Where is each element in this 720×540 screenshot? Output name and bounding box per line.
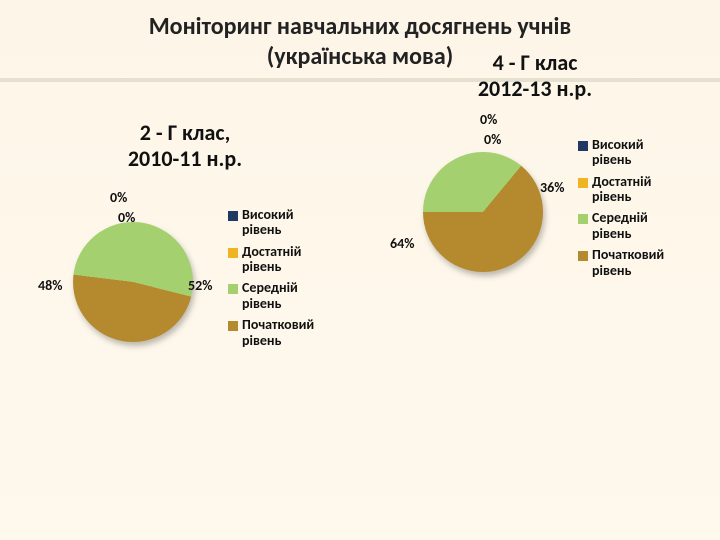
legend-swatch	[578, 251, 588, 261]
legend-label: Середній рівень	[242, 280, 332, 311]
legend-swatch	[578, 178, 588, 188]
legend-item: Високий рівень	[228, 207, 332, 238]
chart-right-body: 0% 0% 36% 64% Високий рівень Достатній рі…	[388, 117, 682, 307]
legend-item: Високий рівень	[578, 137, 682, 168]
legend-label: Високий рівень	[242, 207, 332, 238]
legend-label: Середній рівень	[592, 210, 682, 241]
chart-right-legend: Високий рівень Достатній рівень Середній р…	[578, 117, 682, 278]
legend-swatch	[228, 321, 238, 331]
legend-item: Достатній рівень	[228, 244, 332, 275]
chart-right-label-zero2: 0%	[484, 131, 501, 148]
chart-left-label-zero2: 0%	[118, 209, 135, 226]
chart-left-label-zero1: 0%	[110, 189, 127, 206]
legend-swatch	[228, 248, 238, 258]
chart-left-legend: Високий рівень Достатній рівень Середній р…	[228, 187, 332, 348]
legend-swatch	[578, 141, 588, 151]
legend-label: Достатній рівень	[592, 174, 682, 205]
legend-swatch	[228, 284, 238, 294]
chart-left-pie-wrap: 0% 0% 52% 48%	[38, 187, 228, 377]
legend-item: Початковий рівень	[228, 317, 332, 348]
legend-label: Достатній рівень	[242, 244, 332, 275]
legend-item: Початковий рівень	[578, 247, 682, 278]
chart-left-body: 0% 0% 52% 48% Високий рівень Достатній рі…	[38, 187, 332, 377]
legend-swatch	[228, 211, 238, 221]
chart-right-label-zero1: 0%	[480, 111, 497, 128]
legend-item: Достатній рівень	[578, 174, 682, 205]
chart-right-pie	[423, 152, 543, 272]
legend-label: Високий рівень	[592, 137, 682, 168]
chart-right-title: 4 - Г клас 2012-13 н.р.	[388, 50, 682, 103]
legend-item: Середній рівень	[578, 210, 682, 241]
title-line1: Моніторинг навчальних досягнень учнів	[149, 12, 572, 41]
chart-left-pie	[73, 222, 193, 342]
chart-right-label-right: 36%	[540, 179, 564, 196]
legend-label: Початковий рівень	[242, 317, 332, 348]
legend-swatch	[578, 214, 588, 224]
chart-left-label-right: 52%	[188, 277, 212, 294]
chart-right-label-left: 64%	[390, 235, 414, 252]
charts-row: 2 - Г клас, 2010-11 н.р. 0% 0% 52% 48% В…	[0, 90, 720, 377]
chart-left-title: 2 - Г клас, 2010-11 н.р.	[38, 120, 332, 173]
legend-item: Середній рівень	[228, 280, 332, 311]
chart-left-block: 2 - Г клас, 2010-11 н.р. 0% 0% 52% 48% В…	[38, 120, 332, 377]
chart-right-pie-wrap: 0% 0% 36% 64%	[388, 117, 578, 307]
chart-right-block: 4 - Г клас 2012-13 н.р. 0% 0% 36% 64% Ви…	[388, 50, 682, 307]
legend-label: Початковий рівень	[592, 247, 682, 278]
chart-left-label-left: 48%	[38, 277, 62, 294]
